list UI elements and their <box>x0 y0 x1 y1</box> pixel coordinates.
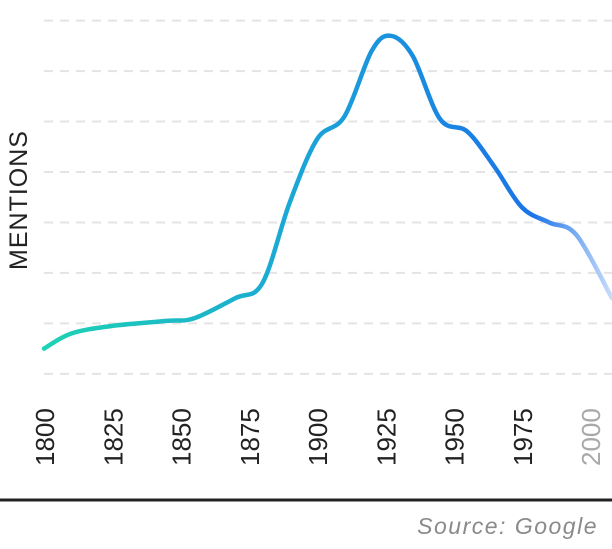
x-tick-label: 1925 <box>371 408 401 466</box>
x-tick-label: 1850 <box>167 408 197 466</box>
x-tick-label: 1825 <box>98 408 128 466</box>
x-tick-label: 1800 <box>30 408 60 466</box>
x-tick-label: 1950 <box>440 408 470 466</box>
x-tick-label: 2000 <box>576 408 606 466</box>
x-tick-label: 1975 <box>508 408 538 466</box>
series-line <box>41 33 612 351</box>
x-tick-label: 1900 <box>303 408 333 466</box>
x-tick-label: 1875 <box>235 408 265 466</box>
y-axis-label: MENTIONS <box>5 130 33 270</box>
source-note: Source: Google <box>417 513 598 539</box>
gridlines <box>44 19 612 375</box>
series-line-group <box>41 33 612 351</box>
x-tick-labels: 1800 1825 1850 1875 1900 1925 1950 1975 2000 <box>30 408 606 466</box>
